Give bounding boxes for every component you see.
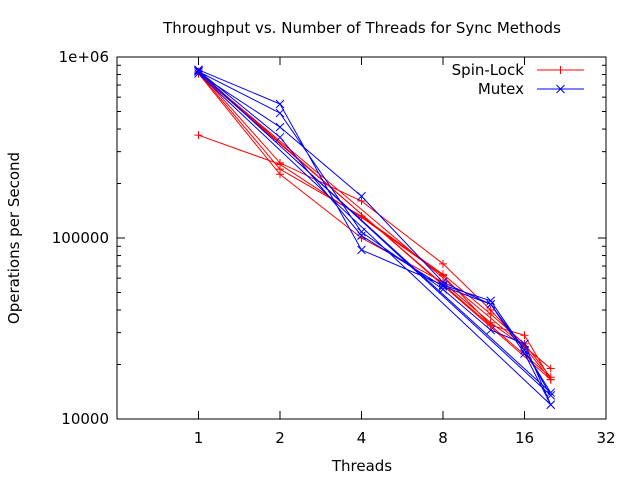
series-line-mutex bbox=[198, 69, 552, 406]
data-point-mutex bbox=[275, 122, 285, 132]
legend-marker-spin-lock bbox=[556, 66, 565, 74]
data-point-spin-lock bbox=[486, 318, 495, 327]
data-point-mutex bbox=[520, 339, 529, 349]
data-point-mutex bbox=[486, 325, 496, 335]
data-point-mutex bbox=[438, 282, 448, 291]
data-point-spin-lock bbox=[546, 364, 555, 373]
x-tick-label: 2 bbox=[275, 429, 285, 447]
y-tick-label: 10000 bbox=[61, 410, 109, 428]
data-point-mutex bbox=[275, 132, 285, 142]
y-axis-label: Operations per Second bbox=[5, 152, 23, 324]
data-point-mutex bbox=[520, 345, 529, 355]
x-axis-label: Threads bbox=[331, 457, 392, 475]
axis-ticks: 1 2 4 8 16 32 10000 100000 1e+06 bbox=[52, 48, 616, 447]
data-point-mutex bbox=[546, 388, 556, 397]
data-point-mutex bbox=[438, 277, 448, 287]
series-spin-lock bbox=[194, 67, 555, 384]
data-point-spin-lock bbox=[276, 170, 284, 179]
x-tick-label: 4 bbox=[357, 429, 367, 447]
series-line-spin-lock bbox=[198, 71, 552, 380]
data-point-mutex bbox=[546, 400, 556, 410]
data-point-mutex bbox=[357, 191, 366, 201]
data-point-spin-lock bbox=[546, 375, 555, 384]
data-point-mutex bbox=[438, 285, 448, 294]
data-point-spin-lock bbox=[439, 270, 447, 279]
data-point-mutex bbox=[438, 280, 448, 290]
x-tick-label: 1 bbox=[194, 429, 204, 447]
y-tick-label: 1e+06 bbox=[59, 48, 109, 66]
data-point-mutex bbox=[357, 245, 366, 255]
data-point-mutex bbox=[275, 99, 285, 109]
x-tick-label: 16 bbox=[515, 429, 534, 447]
plot-frame bbox=[116, 56, 607, 420]
data-point-mutex bbox=[486, 299, 496, 309]
data-point-mutex bbox=[546, 391, 556, 400]
data-point-mutex bbox=[357, 231, 366, 241]
data-point-spin-lock bbox=[439, 259, 447, 268]
data-point-spin-lock bbox=[520, 331, 529, 340]
series-layer bbox=[194, 65, 556, 410]
legend-label-mutex: Mutex bbox=[478, 80, 524, 98]
data-point-mutex bbox=[194, 65, 203, 75]
data-point-spin-lock bbox=[357, 197, 366, 206]
data-point-mutex bbox=[486, 296, 496, 306]
data-point-mutex bbox=[357, 227, 366, 237]
legend-marker-mutex bbox=[556, 84, 565, 94]
chart-title: Throughput vs. Number of Threads for Syn… bbox=[162, 19, 561, 37]
x-tick-label: 8 bbox=[438, 429, 448, 447]
data-point-mutex bbox=[520, 349, 529, 358]
data-point-spin-lock bbox=[194, 131, 203, 140]
data-point-mutex bbox=[275, 108, 285, 118]
series-mutex bbox=[194, 65, 556, 410]
legend-label-spin-lock: Spin-Lock bbox=[452, 61, 525, 79]
data-point-mutex bbox=[194, 66, 203, 76]
x-tick-label: 32 bbox=[596, 429, 615, 447]
data-point-mutex bbox=[194, 67, 203, 77]
data-point-spin-lock bbox=[357, 212, 366, 221]
y-tick-label: 100000 bbox=[52, 229, 109, 247]
data-point-mutex bbox=[194, 69, 203, 78]
data-point-spin-lock bbox=[486, 310, 495, 319]
